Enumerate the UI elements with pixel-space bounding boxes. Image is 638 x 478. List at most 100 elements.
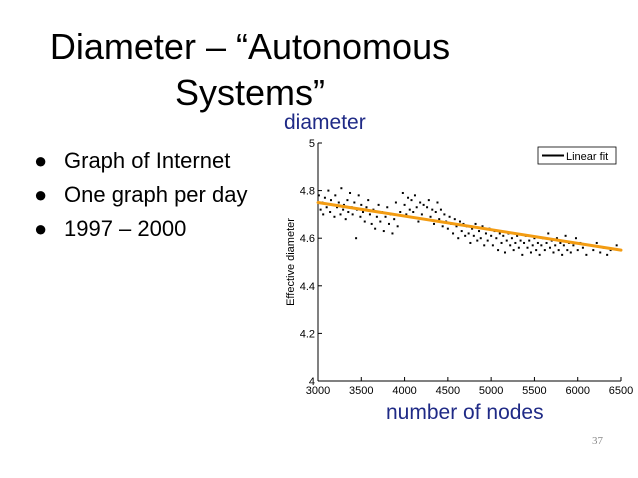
data-point bbox=[365, 206, 368, 209]
data-point bbox=[569, 251, 572, 254]
bullet-dot-icon: ● bbox=[34, 182, 48, 207]
y-tick-label: 4.2 bbox=[300, 328, 315, 340]
data-point bbox=[391, 232, 394, 235]
data-point bbox=[441, 225, 444, 228]
data-point bbox=[566, 249, 569, 252]
data-point bbox=[415, 206, 418, 209]
data-point bbox=[609, 249, 612, 252]
data-point bbox=[374, 227, 377, 230]
data-point bbox=[458, 220, 461, 223]
data-point bbox=[340, 187, 343, 190]
data-point bbox=[505, 239, 508, 242]
data-point bbox=[512, 249, 515, 252]
data-point bbox=[370, 222, 373, 225]
data-point bbox=[427, 199, 430, 202]
bullet-item: ● Graph of Internet bbox=[30, 146, 294, 176]
data-point bbox=[367, 199, 370, 202]
data-point bbox=[446, 227, 449, 230]
x-tick-label: 4000 bbox=[392, 385, 416, 397]
data-point bbox=[523, 241, 526, 244]
data-point bbox=[509, 244, 512, 247]
x-tick-label: 3000 bbox=[306, 385, 330, 397]
x-tick-label: 5500 bbox=[522, 385, 546, 397]
data-point bbox=[396, 225, 399, 228]
y-tick-label: 4.8 bbox=[300, 186, 315, 198]
data-point bbox=[595, 241, 598, 244]
data-point bbox=[557, 249, 560, 252]
data-point bbox=[510, 237, 513, 240]
data-point bbox=[483, 244, 486, 247]
data-point bbox=[342, 203, 345, 206]
data-point bbox=[464, 234, 467, 237]
data-point bbox=[327, 189, 330, 192]
data-point bbox=[434, 211, 437, 214]
data-point bbox=[452, 232, 455, 235]
data-point bbox=[559, 241, 562, 244]
data-point bbox=[469, 241, 472, 244]
data-point bbox=[353, 201, 356, 204]
data-point bbox=[347, 211, 350, 214]
data-point bbox=[576, 249, 579, 252]
data-point bbox=[457, 237, 460, 240]
bullet-dot-icon: ● bbox=[34, 216, 48, 241]
data-point bbox=[329, 199, 332, 202]
data-point bbox=[382, 230, 385, 233]
x-tick-label: 6500 bbox=[609, 385, 633, 397]
data-point bbox=[344, 218, 347, 221]
data-point bbox=[357, 194, 360, 197]
data-point bbox=[362, 211, 365, 214]
data-point bbox=[408, 208, 411, 211]
data-point bbox=[490, 234, 493, 237]
data-point bbox=[336, 206, 339, 209]
data-point bbox=[443, 213, 446, 216]
data-point bbox=[555, 237, 558, 240]
data-point bbox=[399, 211, 402, 214]
data-point bbox=[545, 241, 548, 244]
data-point bbox=[372, 208, 375, 211]
bullet-item: ● 1997 – 2000 bbox=[30, 214, 294, 244]
data-point bbox=[360, 203, 363, 206]
data-point bbox=[540, 244, 543, 247]
data-point bbox=[552, 251, 555, 254]
data-point bbox=[484, 232, 487, 235]
y-tick-label: 5 bbox=[309, 138, 315, 150]
data-point bbox=[572, 244, 575, 247]
data-point bbox=[438, 218, 441, 221]
data-point bbox=[500, 241, 503, 244]
data-point bbox=[359, 215, 362, 218]
data-point bbox=[585, 253, 588, 256]
data-point bbox=[478, 230, 481, 233]
linear-fit-line bbox=[316, 201, 623, 252]
data-point bbox=[339, 213, 342, 216]
data-point bbox=[474, 222, 477, 225]
y-tick-label: 4 bbox=[309, 376, 315, 388]
data-point bbox=[467, 232, 470, 235]
data-point bbox=[517, 246, 520, 249]
data-point bbox=[375, 215, 378, 218]
bullet-text: One graph per day bbox=[64, 182, 248, 207]
data-point bbox=[495, 237, 498, 240]
data-point bbox=[564, 234, 567, 237]
page-number: 37 bbox=[592, 435, 603, 447]
data-point bbox=[503, 251, 506, 254]
data-point bbox=[323, 196, 326, 199]
slide-title: Diameter – “Autonomous Systems” bbox=[30, 24, 470, 116]
data-point bbox=[403, 203, 406, 206]
data-point bbox=[479, 237, 482, 240]
data-point bbox=[394, 201, 397, 204]
bullet-item: ● One graph per day bbox=[30, 180, 294, 210]
x-tick-label: 6000 bbox=[565, 385, 589, 397]
data-point bbox=[521, 253, 524, 256]
data-point bbox=[455, 225, 458, 228]
data-point bbox=[431, 208, 434, 211]
data-point bbox=[516, 234, 519, 237]
data-point bbox=[531, 244, 534, 247]
data-point bbox=[471, 227, 474, 230]
slide-title-line2: Systems” bbox=[174, 72, 325, 113]
data-point bbox=[351, 213, 354, 216]
data-point bbox=[528, 239, 531, 242]
data-point bbox=[581, 246, 584, 249]
data-point bbox=[410, 199, 413, 202]
data-point bbox=[453, 218, 456, 221]
